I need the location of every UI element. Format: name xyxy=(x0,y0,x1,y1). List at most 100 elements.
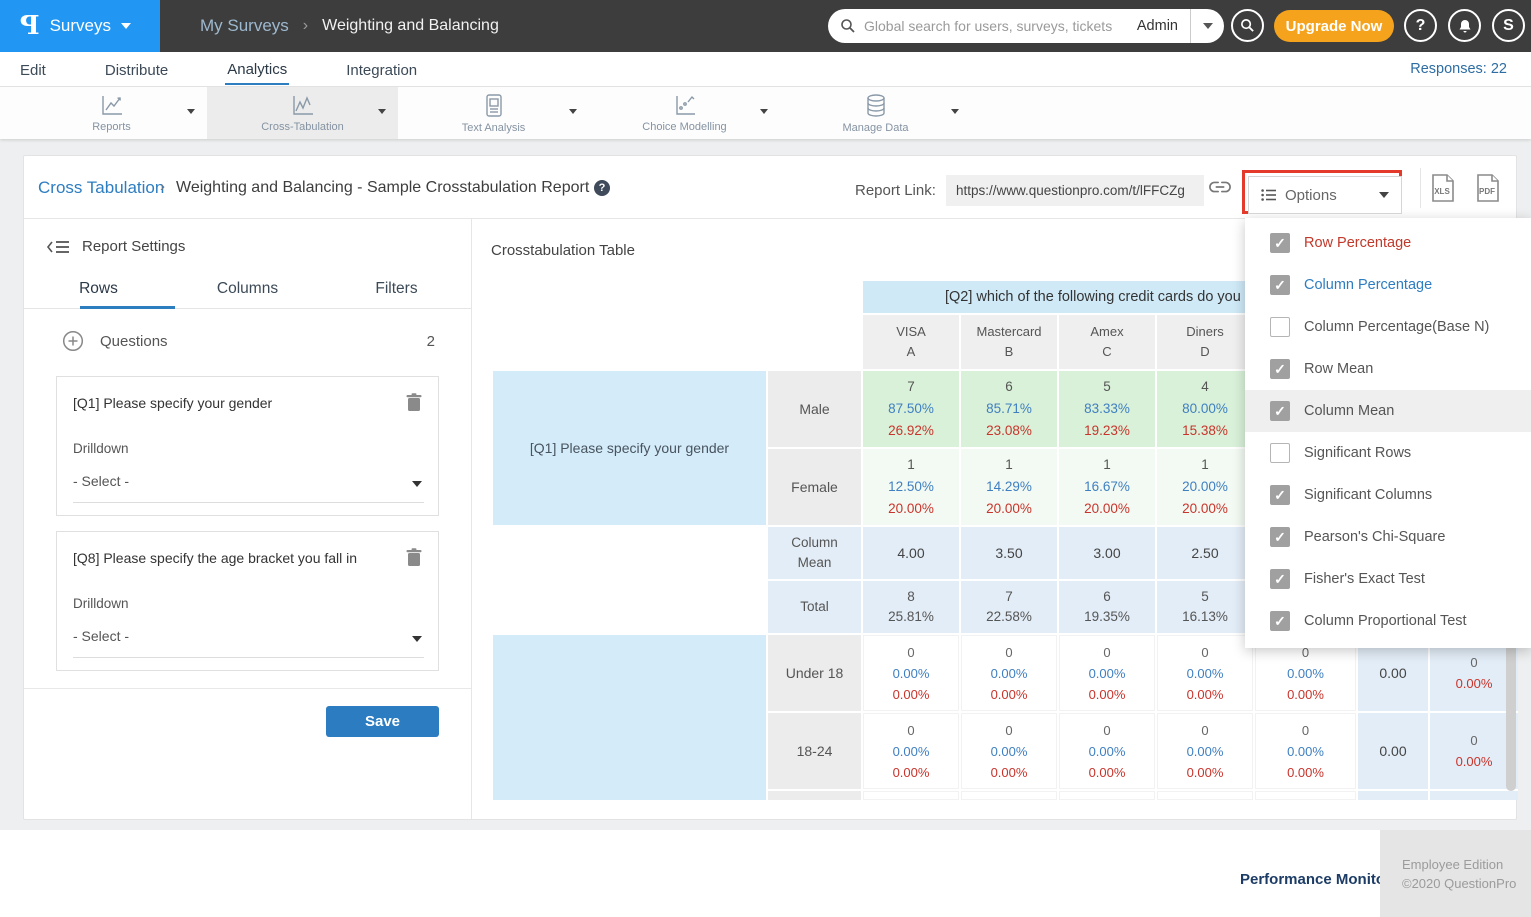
search-button[interactable] xyxy=(1231,9,1264,42)
drilldown-select[interactable]: - Select - xyxy=(73,473,424,503)
report-settings-toggle[interactable]: Report Settings xyxy=(46,238,185,255)
drilldown-label: Drilldown xyxy=(73,441,129,456)
report-help-icon[interactable]: ? xyxy=(594,180,610,196)
surveys-product-menu[interactable]: P Surveys xyxy=(0,0,160,52)
questions-count: 2 xyxy=(427,333,435,350)
option-row-mean[interactable]: ✓Row Mean xyxy=(1245,348,1531,390)
option-fishers-exact-test[interactable]: ✓Fisher's Exact Test xyxy=(1245,558,1531,600)
breadcrumb-my-surveys[interactable]: My Surveys xyxy=(200,16,289,36)
chevron-down-icon[interactable] xyxy=(569,109,577,114)
report-link-url[interactable]: https://www.questionpro.com/t/lFFCZg xyxy=(946,175,1204,206)
drilldown-label: Drilldown xyxy=(73,596,129,611)
notifications-button[interactable] xyxy=(1448,9,1481,42)
tab-filters[interactable]: Filters xyxy=(322,280,471,310)
options-highlight-annotation: Options xyxy=(1242,170,1402,214)
account-avatar[interactable]: S xyxy=(1492,9,1525,42)
chevron-down-icon[interactable] xyxy=(951,109,959,114)
divider xyxy=(471,219,472,819)
svg-text:PDF: PDF xyxy=(1479,187,1495,196)
option-column-proportional-test[interactable]: ✓Column Proportional Test xyxy=(1245,600,1531,642)
export-xls-icon[interactable]: XLS xyxy=(1429,172,1457,204)
search-scope-dropdown[interactable] xyxy=(1190,9,1224,43)
option-significant-rows[interactable]: ✓Significant Rows xyxy=(1245,432,1531,474)
questions-label: Questions xyxy=(100,333,168,350)
table-cell: 00.00%0.00% xyxy=(1059,635,1155,711)
toolbar-item-choice-modelling[interactable]: Choice Modelling xyxy=(589,87,780,139)
option-column-percentage-base-n[interactable]: ✓Column Percentage(Base N) xyxy=(1245,306,1531,348)
edition-line: Employee Edition xyxy=(1402,855,1531,874)
line-chart-icon xyxy=(99,94,125,118)
checkbox[interactable]: ✓ xyxy=(1270,233,1290,253)
option-column-percentage[interactable]: ✓Column Percentage xyxy=(1245,264,1531,306)
cross-tabulation-link[interactable]: Cross Tabulation xyxy=(38,178,164,198)
delete-question-icon[interactable] xyxy=(406,393,422,412)
chevron-right-icon: › xyxy=(303,17,308,35)
toolbar-item-reports[interactable]: Reports xyxy=(16,87,207,139)
table-cell: 112.50%20.00% xyxy=(863,449,959,525)
checkbox[interactable]: ✓ xyxy=(1270,485,1290,505)
tab-distribute[interactable]: Distribute xyxy=(103,55,170,84)
chevron-down-icon[interactable] xyxy=(760,109,768,114)
option-significant-columns[interactable]: ✓Significant Columns xyxy=(1245,474,1531,516)
toolbar-item-cross-tabulation[interactable]: Cross-Tabulation xyxy=(207,87,398,139)
active-tab-indicator xyxy=(80,306,175,309)
question-card-q8: [Q8] Please specify the age bracket you … xyxy=(56,531,439,671)
global-search[interactable]: Admin xyxy=(828,9,1224,43)
drilldown-select[interactable]: - Select - xyxy=(73,628,424,658)
option-row-percentage[interactable]: ✓Row Percentage xyxy=(1245,222,1531,264)
save-button[interactable]: Save xyxy=(326,706,439,737)
column-header-mastercard: MastercardB xyxy=(961,315,1057,369)
options-button[interactable]: Options xyxy=(1248,176,1402,214)
search-icon xyxy=(840,18,856,34)
checkbox[interactable]: ✓ xyxy=(1270,443,1290,463)
questionpro-logo-icon: P xyxy=(20,11,40,41)
checkbox[interactable]: ✓ xyxy=(1270,317,1290,337)
checkbox[interactable]: ✓ xyxy=(1270,569,1290,589)
checkbox[interactable]: ✓ xyxy=(1270,359,1290,379)
link-icon[interactable] xyxy=(1209,180,1231,194)
table-cell: 722.58% xyxy=(961,581,1057,633)
chevron-down-icon[interactable] xyxy=(187,109,195,114)
table-cell: 120.00%20.00% xyxy=(1157,449,1253,525)
checkbox[interactable]: ✓ xyxy=(1270,527,1290,547)
table-cell: 787.50%26.92% xyxy=(863,371,959,447)
question-title: [Q8] Please specify the age bracket you … xyxy=(73,550,393,566)
crosstab-table-title: Crosstabulation Table xyxy=(491,242,635,259)
top-bar: P Surveys My Surveys › Weighting and Bal… xyxy=(0,0,1531,52)
table-scrollbar[interactable] xyxy=(1506,644,1516,791)
option-pearsons-chi-square[interactable]: ✓Pearson's Chi-Square xyxy=(1245,516,1531,558)
question-title: [Q1] Please specify your gender xyxy=(73,395,393,411)
product-name: Surveys xyxy=(50,16,111,36)
database-icon xyxy=(864,93,888,119)
tab-edit[interactable]: Edit xyxy=(18,55,48,84)
checkbox[interactable]: ✓ xyxy=(1270,275,1290,295)
divider xyxy=(1420,168,1421,208)
export-pdf-icon[interactable]: PDF xyxy=(1474,172,1502,204)
option-column-mean[interactable]: ✓Column Mean xyxy=(1245,390,1531,432)
toolbar-item-manage-data[interactable]: Manage Data xyxy=(780,87,971,139)
checkbox[interactable]: ✓ xyxy=(1270,611,1290,631)
chevron-down-icon[interactable] xyxy=(378,109,386,114)
tab-columns[interactable]: Columns xyxy=(173,280,322,310)
chevron-right-icon: › xyxy=(160,178,165,195)
row-label-18-24: 18-24 xyxy=(768,713,861,789)
table-cell: 00.00%0.00% xyxy=(863,713,959,789)
table-cell: 583.33%19.23% xyxy=(1059,371,1155,447)
toolbar-item-text-analysis[interactable]: Text Analysis xyxy=(398,87,589,139)
upgrade-now-button[interactable]: Upgrade Now xyxy=(1274,10,1394,42)
tab-analytics[interactable]: Analytics xyxy=(225,54,289,85)
table-cell: 619.35% xyxy=(1059,581,1155,633)
options-dropdown-menu: ✓Row Percentage ✓Column Percentage ✓Colu… xyxy=(1245,218,1531,648)
bell-icon xyxy=(1457,18,1473,34)
row-label-under18: Under 18 xyxy=(768,635,861,711)
tab-integration[interactable]: Integration xyxy=(344,55,419,84)
add-question-icon[interactable] xyxy=(62,330,84,352)
help-button[interactable]: ? xyxy=(1404,9,1437,42)
search-input[interactable] xyxy=(864,18,1137,34)
checkbox[interactable]: ✓ xyxy=(1270,401,1290,421)
responses-count[interactable]: Responses: 22 xyxy=(1410,61,1507,77)
report-title: Weighting and Balancing - Sample Crossta… xyxy=(176,179,589,197)
delete-question-icon[interactable] xyxy=(406,548,422,567)
table-cell: 00.00%0.00% xyxy=(1157,635,1253,711)
performance-monitor-link[interactable]: Performance Monitor xyxy=(1240,871,1391,888)
